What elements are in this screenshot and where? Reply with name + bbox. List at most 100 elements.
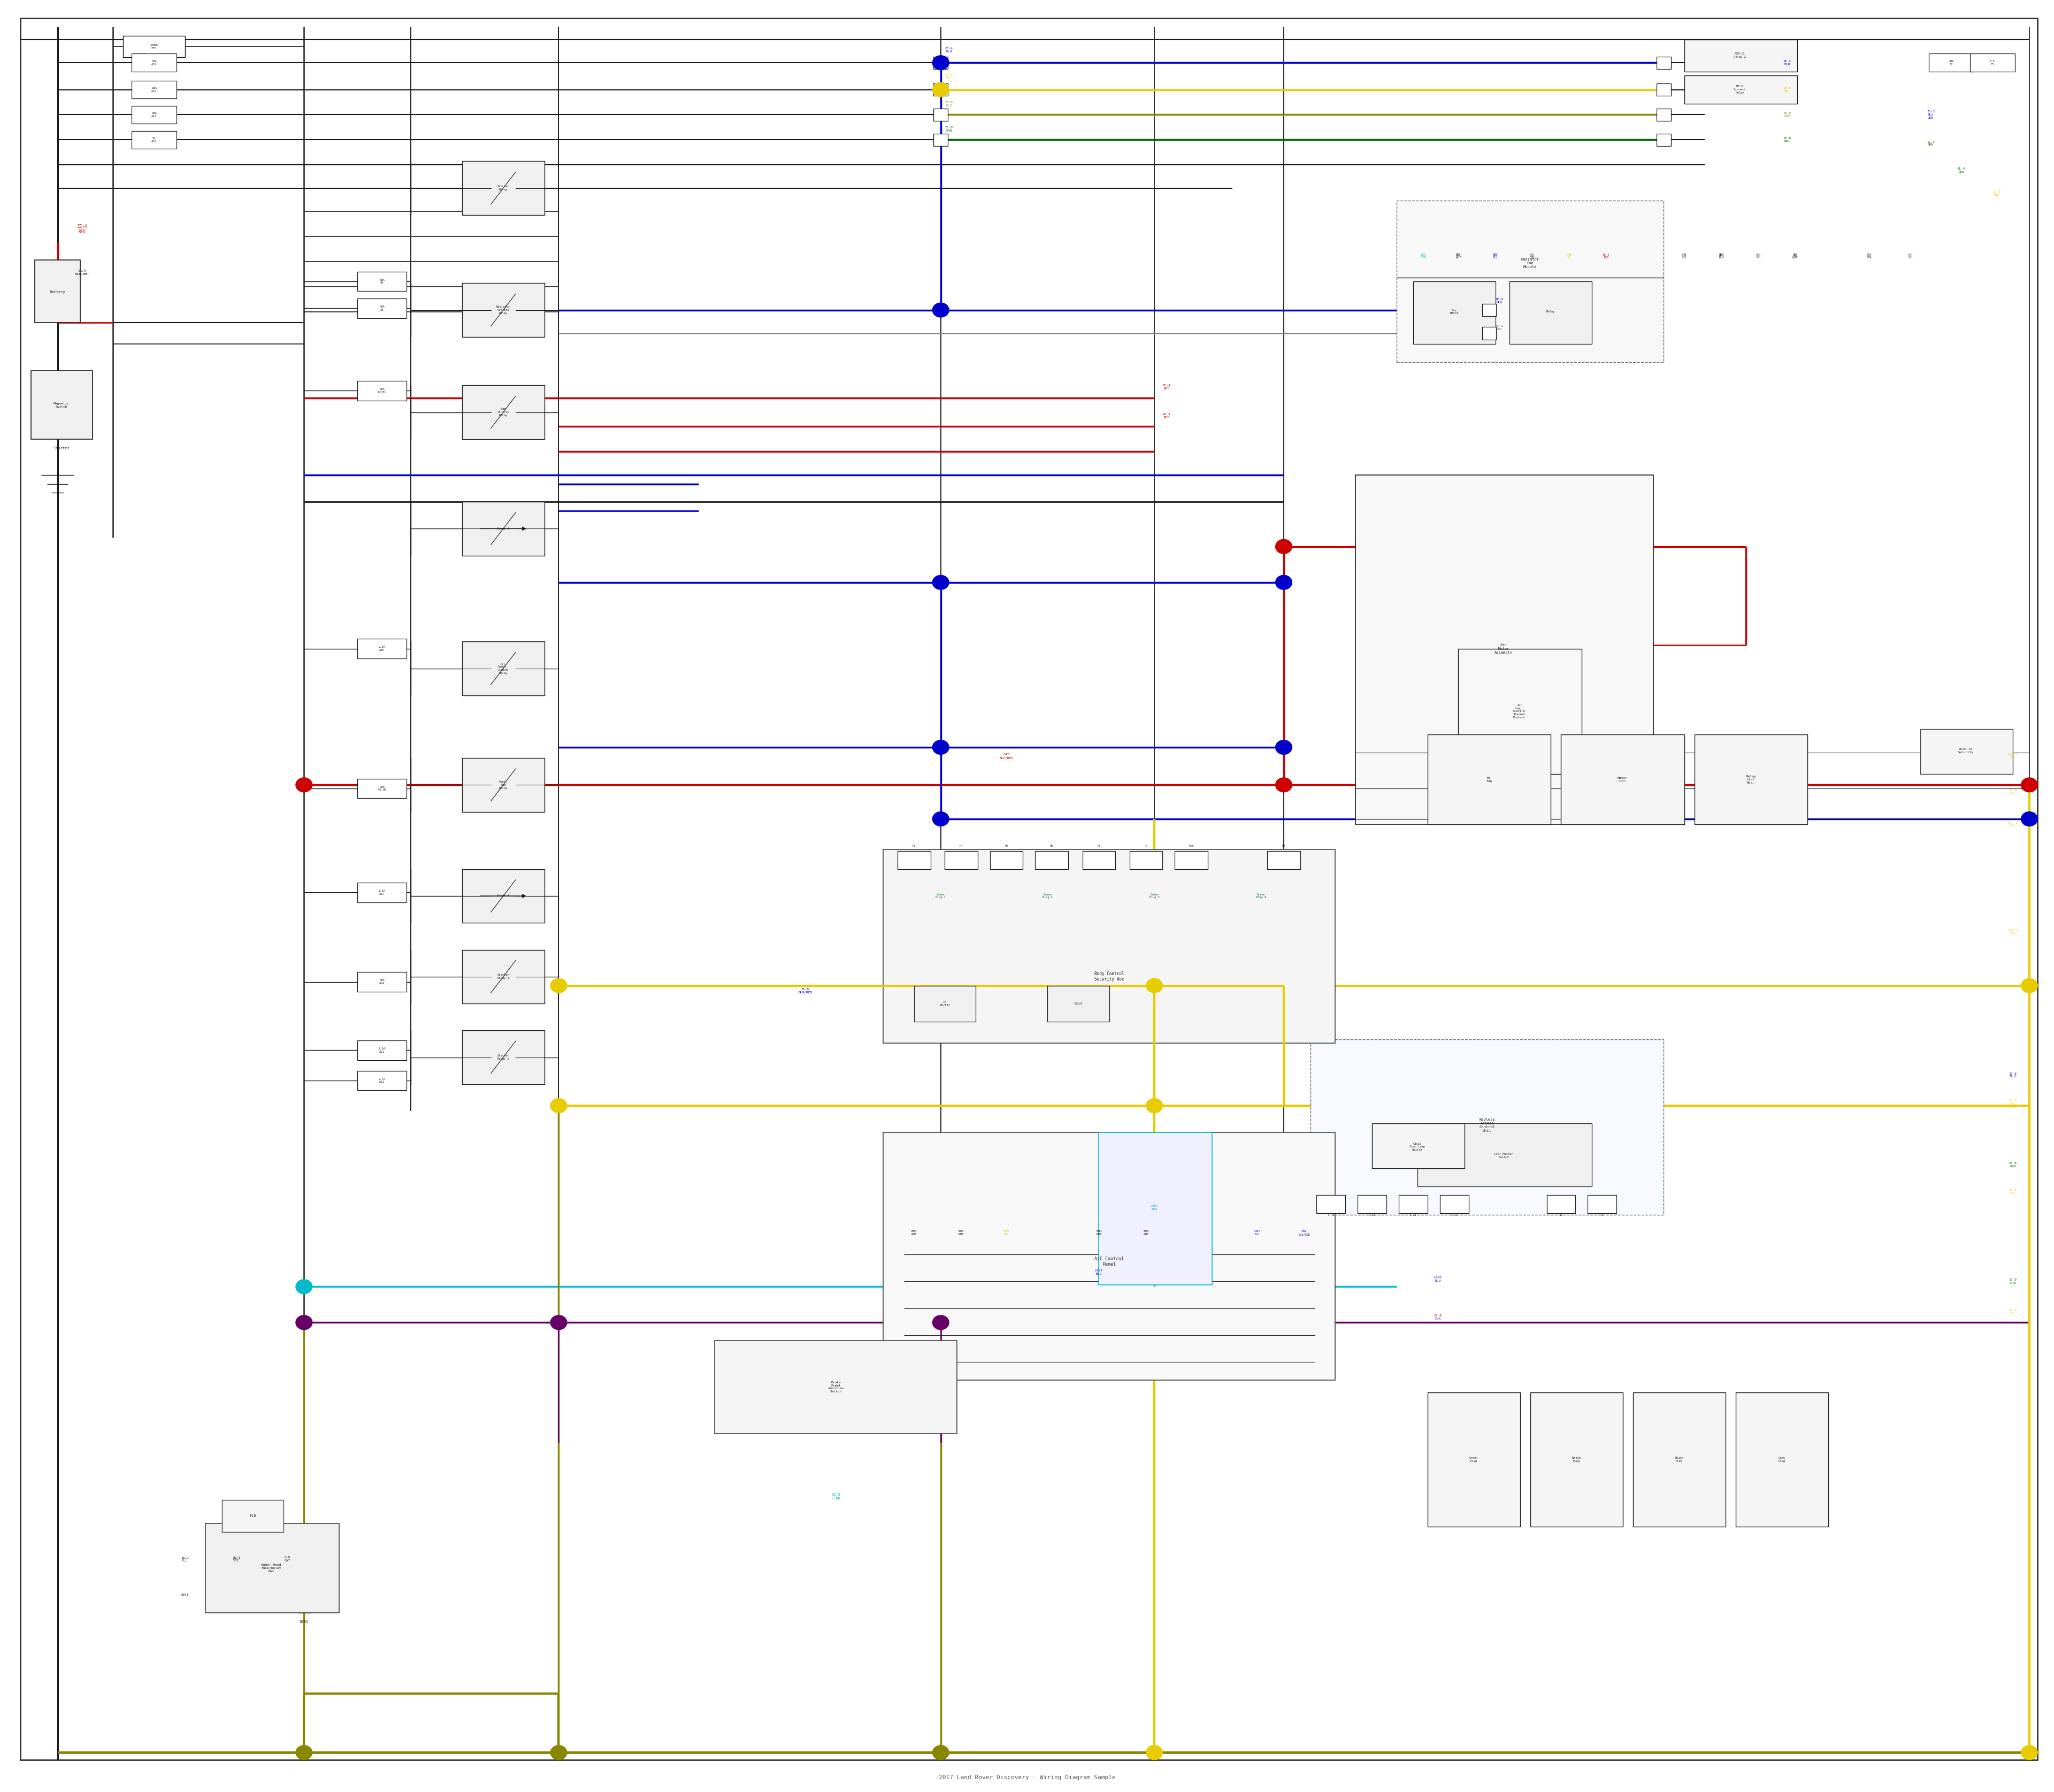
Bar	[1658, 133, 1672, 145]
Text: IE-4
BLU: IE-4 BLU	[1783, 59, 1791, 66]
Bar	[1310, 1039, 1664, 1215]
Text: Green
Plug 2: Green Plug 2	[1043, 892, 1052, 900]
Bar	[1684, 75, 1797, 104]
Text: G001: G001	[300, 1620, 308, 1624]
Text: Starter
Relay 1: Starter Relay 1	[497, 973, 509, 980]
Bar	[1658, 108, 1672, 120]
Text: C 24: C 24	[1411, 1213, 1415, 1217]
Text: WMO
YEL: WMO YEL	[1004, 1229, 1009, 1236]
Bar	[883, 849, 1335, 1043]
Bar	[357, 297, 407, 319]
Text: Under Hood
Fuse/Relay
Box: Under Hood Fuse/Relay Box	[261, 1564, 281, 1572]
Text: IE-8
YEL: IE-8 YEL	[2009, 788, 2017, 796]
Bar	[1417, 1124, 1592, 1186]
Bar	[1358, 1195, 1386, 1213]
Bar	[1035, 851, 1068, 869]
Bar	[1483, 305, 1495, 315]
Circle shape	[933, 740, 949, 754]
Text: P4
PS/F11: P4 PS/F11	[941, 1000, 949, 1007]
Bar	[898, 851, 930, 869]
Text: IE-8
BLU/RED: IE-8 BLU/RED	[799, 987, 811, 995]
Text: C487
BLU: C487 BLU	[1253, 1229, 1261, 1236]
Text: S-8
CAT: S-8 CAT	[286, 1555, 290, 1563]
Bar	[1658, 82, 1672, 95]
Text: P9: P9	[1144, 844, 1148, 848]
Bar	[357, 1070, 407, 1090]
Text: M1
Fan: M1 Fan	[1487, 776, 1491, 783]
Text: C 10: C 10	[1329, 1213, 1333, 1217]
Circle shape	[1146, 1745, 1163, 1760]
Text: P4: P4	[959, 844, 963, 848]
Text: IE/1
YFI: IE/1 YFI	[232, 1555, 240, 1563]
Text: 15A
A21: 15A A21	[152, 59, 156, 66]
Circle shape	[296, 1279, 312, 1294]
Bar	[1130, 851, 1163, 869]
Text: IE/1
R,L: IE/1 R,L	[181, 1555, 189, 1563]
Circle shape	[2021, 978, 2038, 993]
Text: IL-8
YEL: IL-8 YEL	[1992, 190, 2001, 197]
Bar	[1658, 56, 1672, 68]
Text: WMR
WHT: WMR WHT	[1097, 1229, 1101, 1236]
Text: BI-4
RED: BI-4 RED	[1602, 253, 1610, 260]
Text: 40A
A4: 40A A4	[380, 305, 384, 312]
Text: Green
Plug: Green Plug	[1469, 1457, 1479, 1462]
Bar	[1920, 729, 2013, 774]
Bar	[222, 1500, 283, 1532]
Text: P10: P10	[1189, 844, 1193, 848]
Bar	[462, 758, 544, 812]
Text: ELD: ELD	[249, 1514, 257, 1518]
Text: IE-8
YEL: IE-8 YEL	[945, 73, 953, 81]
Bar	[1736, 1392, 1828, 1527]
Text: 2.5A
A25: 2.5A A25	[378, 645, 386, 652]
Circle shape	[550, 978, 567, 993]
Text: IE-8
PUR: IE-8 PUR	[1434, 1314, 1442, 1321]
Text: Battery: Battery	[49, 290, 66, 294]
Text: Keyless
Access
Control
Unit: Keyless Access Control Unit	[1479, 1118, 1495, 1133]
Text: Starter
Relay: Starter Relay	[497, 185, 509, 192]
Bar	[462, 502, 544, 556]
Bar	[933, 108, 949, 120]
Bar	[357, 883, 407, 901]
Text: IE-8
GRN: IE-8 GRN	[2009, 1278, 2017, 1285]
Bar	[1413, 281, 1495, 344]
Circle shape	[2021, 1745, 2038, 1760]
Bar	[131, 106, 177, 124]
Text: 10A
A22: 10A A22	[152, 86, 156, 93]
Text: 30A
B2: 30A B2	[1949, 59, 1953, 66]
Text: Diode 4: Diode 4	[497, 894, 509, 898]
Bar	[1510, 281, 1592, 344]
Bar	[1267, 851, 1300, 869]
Circle shape	[296, 1315, 312, 1330]
Bar	[1440, 1195, 1469, 1213]
Text: IE-8
YEL: IE-8 YEL	[2009, 1308, 2017, 1315]
Text: LAP-7
YEL: LAP-7 YEL	[2009, 753, 2017, 760]
Bar	[123, 36, 185, 57]
Text: Brake
Pedal
Position
Switch: Brake Pedal Position Switch	[828, 1382, 844, 1392]
Text: BRB
GRY: BRB GRY	[1756, 253, 1760, 260]
Text: C497
BLU: C497 BLU	[1150, 1204, 1158, 1211]
Text: Relay
Ctrl
Mod.: Relay Ctrl Mod.	[1746, 776, 1756, 783]
Bar	[1372, 1124, 1465, 1168]
Bar	[1588, 1195, 1616, 1213]
Text: Starter: Starter	[53, 446, 70, 450]
Text: 10A
A23: 10A A23	[152, 111, 156, 118]
Text: P8: P8	[1097, 844, 1101, 848]
Bar	[1561, 735, 1684, 824]
Text: MR1
BLU/RED: MR1 BLU/RED	[1298, 1229, 1310, 1236]
Text: WMR
WHT: WMR WHT	[959, 1229, 963, 1236]
Text: C3x10
Stop Lamp
Switch: C3x10 Stop Lamp Switch	[1409, 1143, 1425, 1150]
Text: BRX
GRY: BRX GRY	[1908, 253, 1912, 260]
Bar	[357, 971, 407, 993]
Bar	[1099, 1133, 1212, 1285]
Bar	[933, 56, 949, 68]
Bar	[1684, 39, 1797, 72]
Text: C487
BLU: C487 BLU	[1095, 1269, 1103, 1276]
Text: BRB
BLK: BRB BLK	[1682, 253, 1686, 260]
Bar	[35, 260, 80, 323]
Bar	[462, 1030, 544, 1084]
Text: 2017 Land Rover Discovery - Wiring Diagram Sample: 2017 Land Rover Discovery - Wiring Diagr…	[939, 1776, 1115, 1779]
Text: IE-8
YEL: IE-8 YEL	[2009, 1188, 2017, 1195]
Bar	[462, 950, 544, 1004]
Bar	[883, 1133, 1335, 1380]
Text: IE-8
CLNK: IE-8 CLNK	[832, 1493, 840, 1500]
